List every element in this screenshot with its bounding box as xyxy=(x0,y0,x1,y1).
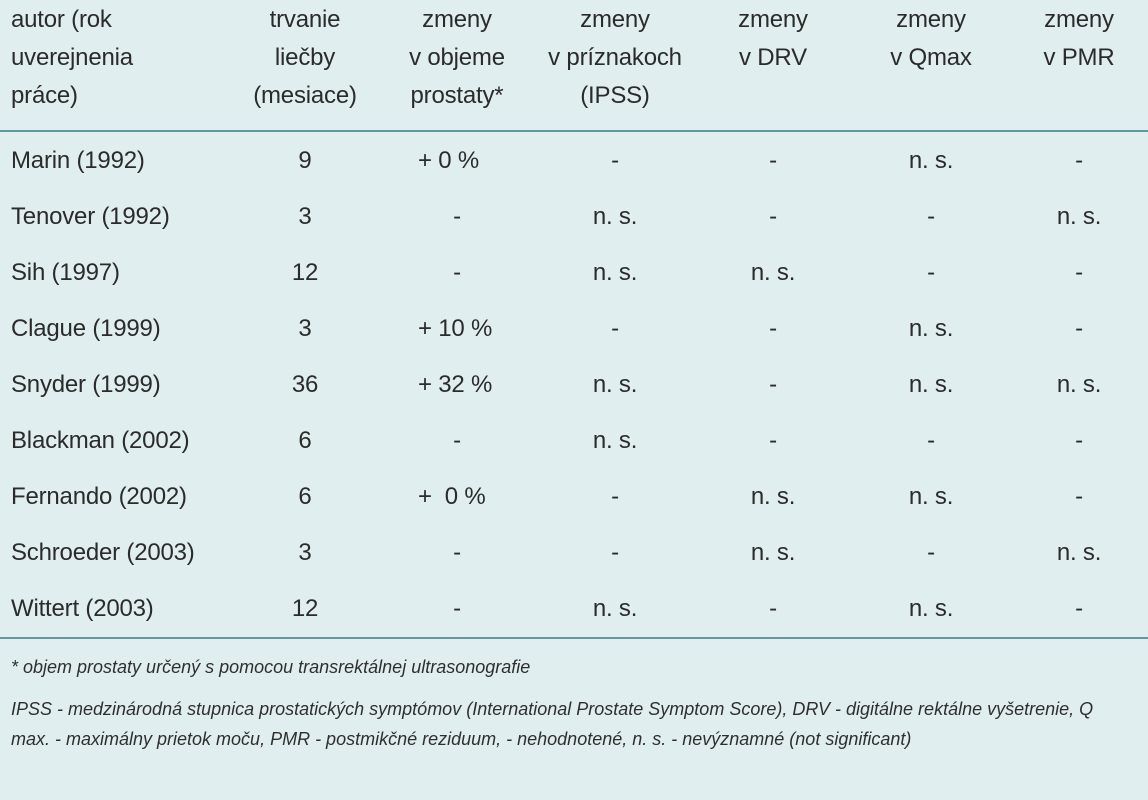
cell-ipss: n. s. xyxy=(592,427,638,454)
cell-author: Clague (1999) xyxy=(11,315,161,342)
cell-author: Wittert (2003) xyxy=(0,581,232,639)
cell-author: Marin (1992) xyxy=(11,146,145,174)
cell-drv: - xyxy=(769,146,777,174)
cell-ipss: - xyxy=(611,483,619,510)
cell-pmr: - xyxy=(1010,581,1148,639)
cell-author: Tenover (1992) xyxy=(11,203,170,230)
table-row: Snyder (1999) 36 + 32 % n. s. - n. s. n.… xyxy=(0,357,1148,413)
abbreviations-note: IPSS - medzinárodná stupnica prostatický… xyxy=(11,699,1094,749)
cell-ipss: n. s. xyxy=(536,581,694,639)
cell-ipss: - xyxy=(611,315,619,342)
header-duration-label: trvanie liečby (mesiace) xyxy=(253,6,357,109)
table-row: Tenover (1992) 3 - n. s. - - n. s. xyxy=(0,189,1148,245)
table-row: Clague (1999) 3 + 10 % - - n. s. - xyxy=(0,301,1148,357)
cell-pmr: - xyxy=(1075,483,1083,510)
cell-ipss: n. s. xyxy=(592,259,638,286)
cell-duration: 12 xyxy=(232,581,378,639)
table-row: Marin (1992) 9 + 0 % - - n. s. - xyxy=(0,131,1148,189)
cell-prostate-volume: - xyxy=(453,203,461,230)
cell-prostate-volume: + 0 % xyxy=(418,483,486,510)
table-row: Schroeder (2003) 3 - - n. s. - n. s. xyxy=(0,525,1148,581)
cell-ipss: n. s. xyxy=(592,203,638,230)
cell-qmax: n. s. xyxy=(908,483,954,510)
cell-qmax: n. s. xyxy=(852,581,1010,639)
cell-author: Snyder (1999) xyxy=(11,371,161,398)
cell-duration: 12 xyxy=(291,259,319,286)
header-prostate-volume-label: zmeny v objeme prostaty* xyxy=(409,6,505,109)
cell-drv: n. s. xyxy=(750,483,796,510)
cell-qmax: n. s. xyxy=(908,371,954,398)
cell-duration: 3 xyxy=(298,315,312,342)
table-header-row: autor (rok uverejnenia práce) trvanie li… xyxy=(0,0,1148,132)
cell-pmr: - xyxy=(1075,146,1083,174)
cell-author: Sih (1997) xyxy=(11,259,120,286)
cell-duration: 6 xyxy=(298,483,312,510)
cell-duration: 6 xyxy=(298,427,312,454)
cell-duration: 3 xyxy=(298,539,312,566)
table-row: Wittert (2003) 12 - n. s. - n. s. - xyxy=(0,581,1148,639)
header-prostate-volume: zmeny v objeme prostaty* xyxy=(378,0,536,132)
header-drv-label: zmeny v DRV xyxy=(738,6,808,71)
cell-author: Fernando (2002) xyxy=(11,483,187,510)
header-ipss-label: zmeny v príznakoch (IPSS) xyxy=(548,6,682,109)
cell-ipss: - xyxy=(611,539,619,566)
cell-drv: - xyxy=(769,427,777,454)
cell-drv: n. s. xyxy=(750,539,796,566)
header-pmr: zmeny v PMR xyxy=(1010,0,1148,132)
header-drv: zmeny v DRV xyxy=(694,0,852,132)
cell-prostate-volume: - xyxy=(378,581,536,639)
results-table: autor (rok uverejnenia práce) trvanie li… xyxy=(0,0,1148,639)
table-row: Blackman (2002) 6 - n. s. - - - xyxy=(0,413,1148,469)
cell-drv: n. s. xyxy=(750,259,796,286)
cell-drv: - xyxy=(769,315,777,342)
cell-qmax: n. s. xyxy=(908,315,954,342)
cell-pmr: - xyxy=(1075,315,1083,342)
cell-duration: 36 xyxy=(291,371,319,398)
cell-ipss: - xyxy=(611,146,619,174)
cell-prostate-volume: - xyxy=(453,539,461,566)
cell-qmax: - xyxy=(927,427,935,454)
cell-drv: - xyxy=(769,371,777,398)
cell-pmr: - xyxy=(1075,259,1083,286)
cell-qmax: - xyxy=(927,259,935,286)
cell-ipss: n. s. xyxy=(592,371,638,398)
cell-author: Schroeder (2003) xyxy=(11,539,195,566)
cell-duration: 3 xyxy=(298,203,312,230)
header-pmr-label: zmeny v PMR xyxy=(1043,6,1115,71)
cell-pmr: n. s. xyxy=(1056,371,1102,398)
header-author-label: autor (rok uverejnenia práce) xyxy=(11,6,133,109)
header-duration: trvanie liečby (mesiace) xyxy=(232,0,378,132)
header-author: autor (rok uverejnenia práce) xyxy=(0,0,232,132)
table-row: Sih (1997) 12 - n. s. n. s. - - xyxy=(0,245,1148,301)
header-qmax-label: zmeny v Qmax xyxy=(890,6,972,71)
table-row: Fernando (2002) 6 + 0 % - n. s. n. s. - xyxy=(0,469,1148,525)
cell-qmax: - xyxy=(927,539,935,566)
cell-author: Blackman (2002) xyxy=(11,427,190,454)
cell-qmax: n. s. xyxy=(908,146,954,174)
cell-pmr: n. s. xyxy=(1056,203,1102,230)
table-notes: * objem prostaty určený s pomocou transr… xyxy=(11,652,1131,754)
cell-qmax: - xyxy=(927,203,935,230)
cell-prostate-volume: + 10 % xyxy=(418,315,493,342)
cell-pmr: n. s. xyxy=(1056,539,1102,566)
cell-duration: 9 xyxy=(298,146,312,174)
cell-prostate-volume: + 32 % xyxy=(418,371,493,398)
cell-prostate-volume: - xyxy=(453,259,461,286)
cell-prostate-volume: + 0 % xyxy=(418,146,480,174)
cell-drv: - xyxy=(769,203,777,230)
footnote-prostate-volume: * objem prostaty určený s pomocou transr… xyxy=(11,657,531,677)
cell-drv: - xyxy=(694,581,852,639)
cell-pmr: - xyxy=(1075,427,1083,454)
header-ipss: zmeny v príznakoch (IPSS) xyxy=(536,0,694,132)
cell-prostate-volume: - xyxy=(453,427,461,454)
header-qmax: zmeny v Qmax xyxy=(852,0,1010,132)
